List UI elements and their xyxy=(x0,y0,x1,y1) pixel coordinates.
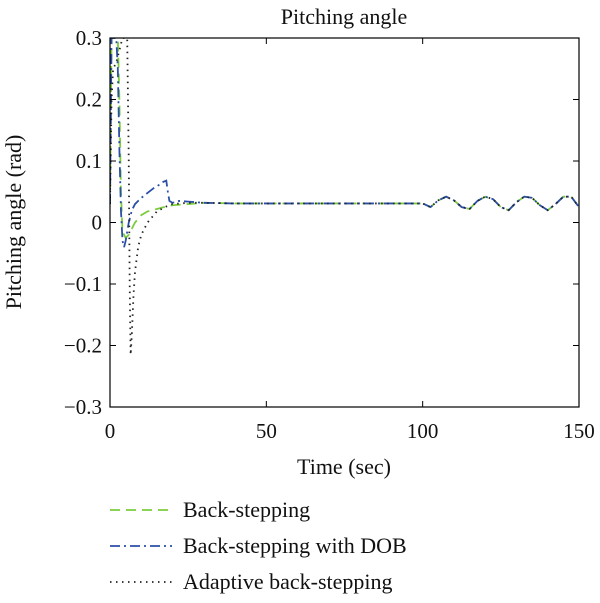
legend: Back-stepping Back-stepping with DOB Adapt… xyxy=(110,497,407,594)
y-axis-label: Pitching angle (rad) xyxy=(1,135,26,310)
series-line-1 xyxy=(110,38,579,240)
series-line-2 xyxy=(110,38,579,248)
plot-frame xyxy=(109,37,580,408)
series-layer xyxy=(110,38,579,355)
y-tick-label: −0.1 xyxy=(64,272,102,296)
x-axis-label: Time (sec) xyxy=(297,454,391,479)
chart-title: Pitching angle xyxy=(281,4,407,29)
legend-label-2: Back-stepping with DOB xyxy=(183,533,407,558)
legend-label-1: Back-stepping xyxy=(183,497,310,522)
y-tick-label: −0.3 xyxy=(64,395,102,419)
x-tick-label: 0 xyxy=(105,419,116,443)
y-tick-label: −0.2 xyxy=(64,334,102,358)
legend-label-3: Adaptive back-stepping xyxy=(183,569,393,594)
y-tick-label: 0.1 xyxy=(76,149,102,173)
tick-layer: 0 50 100 150 −0.3 −0.2 −0.1 0 0.1 0.2 0.3 xyxy=(64,26,595,443)
y-tick-label: 0.2 xyxy=(76,88,102,112)
series-line-3 xyxy=(110,38,579,355)
x-tick-label: 50 xyxy=(256,419,277,443)
x-tick-label: 100 xyxy=(407,419,439,443)
x-tick-label: 150 xyxy=(563,419,595,443)
y-tick-label: 0.3 xyxy=(76,26,102,50)
y-tick-label: 0 xyxy=(92,211,103,235)
